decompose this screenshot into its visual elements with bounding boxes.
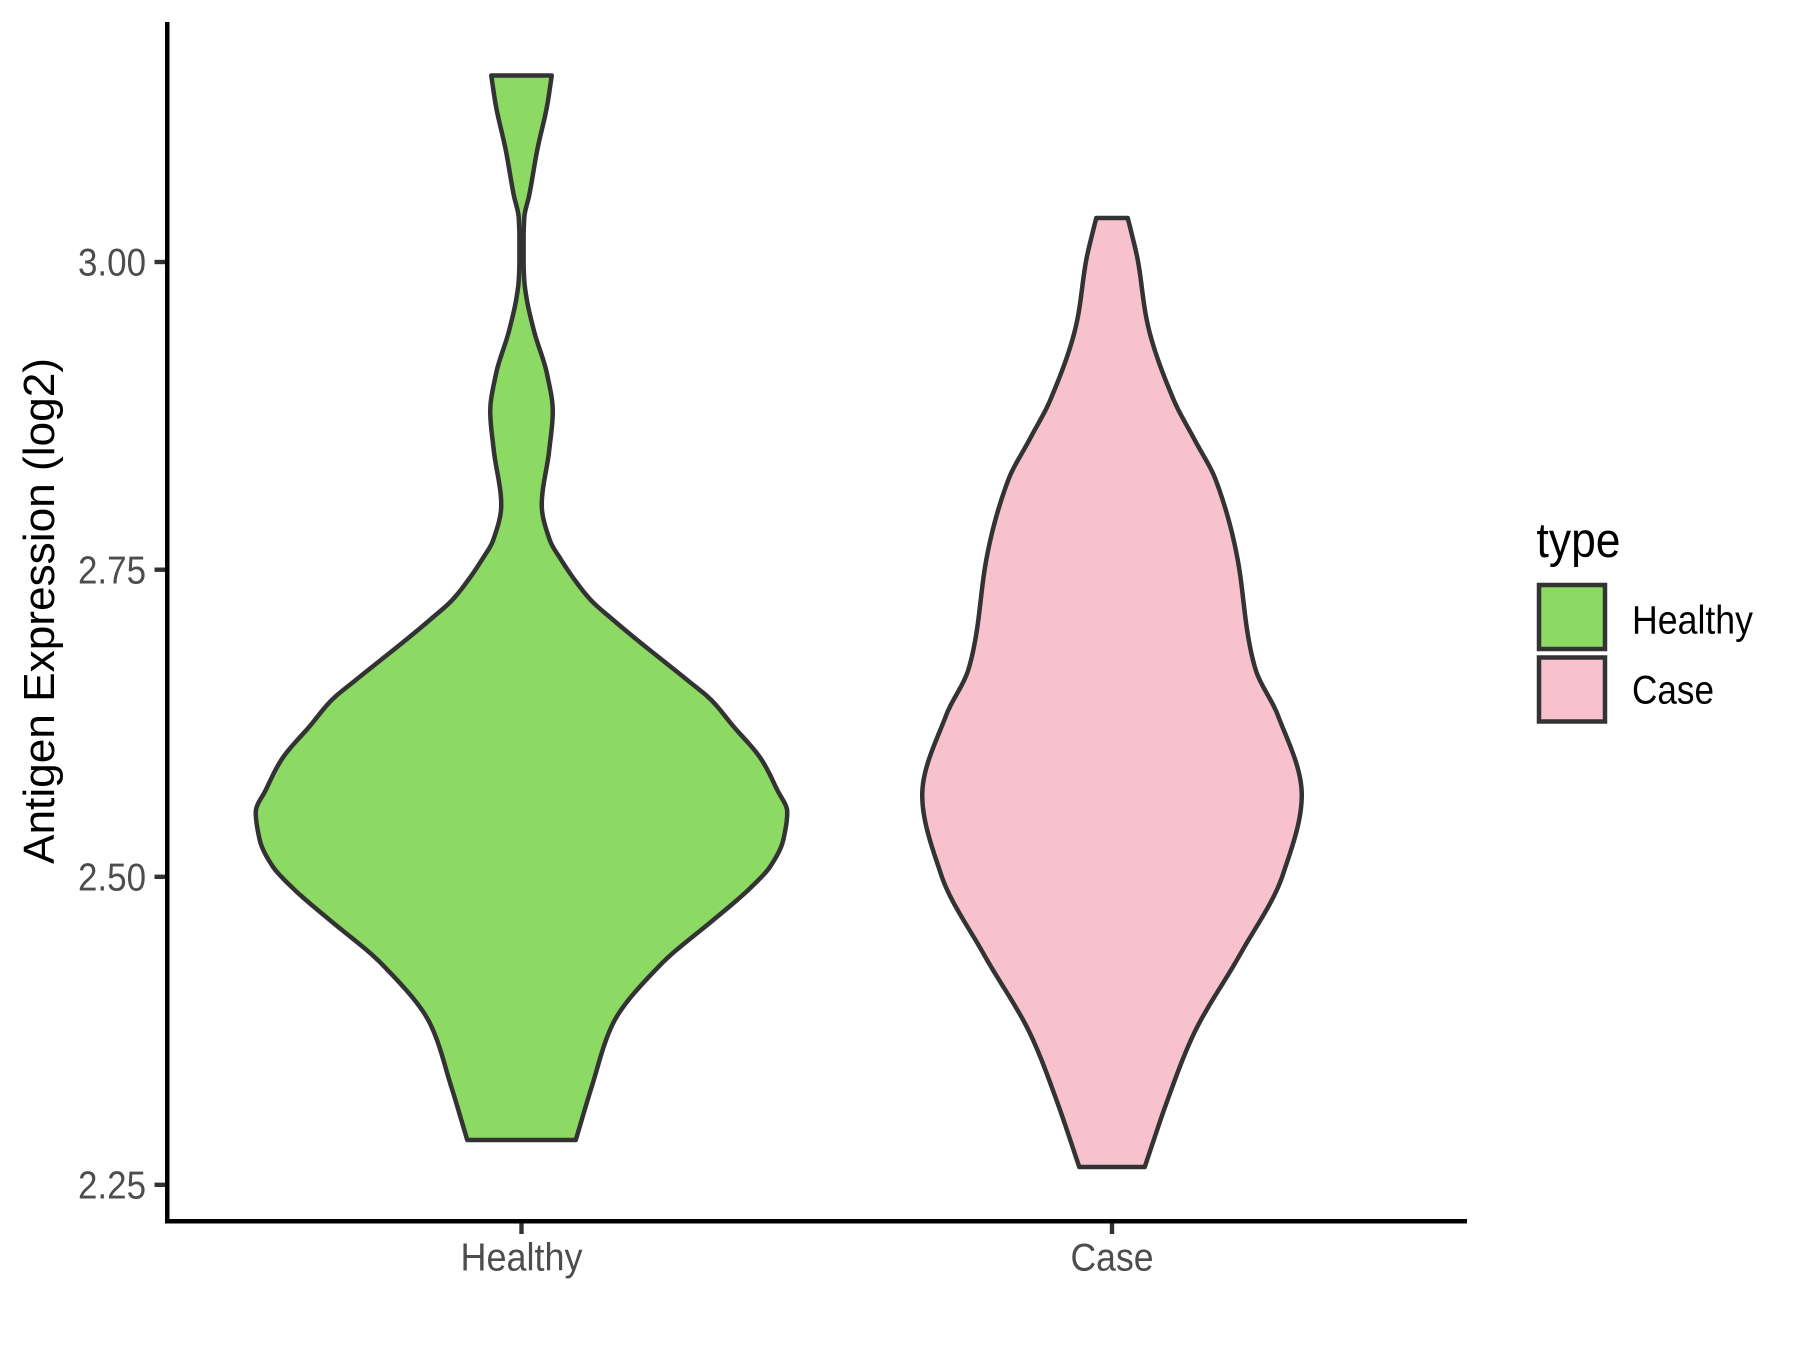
svg-text:Antigen Expression (log2): Antigen Expression (log2) bbox=[15, 358, 64, 864]
svg-text:Case: Case bbox=[1071, 1237, 1154, 1280]
svg-text:Healthy: Healthy bbox=[461, 1237, 583, 1280]
svg-text:2.25: 2.25 bbox=[78, 1165, 146, 1208]
svg-text:2.75: 2.75 bbox=[78, 549, 146, 592]
svg-text:2.50: 2.50 bbox=[78, 857, 146, 900]
svg-text:Case: Case bbox=[1632, 669, 1714, 713]
svg-text:Healthy: Healthy bbox=[1632, 599, 1753, 643]
svg-text:type: type bbox=[1537, 514, 1621, 568]
svg-text:3.00: 3.00 bbox=[78, 242, 146, 285]
